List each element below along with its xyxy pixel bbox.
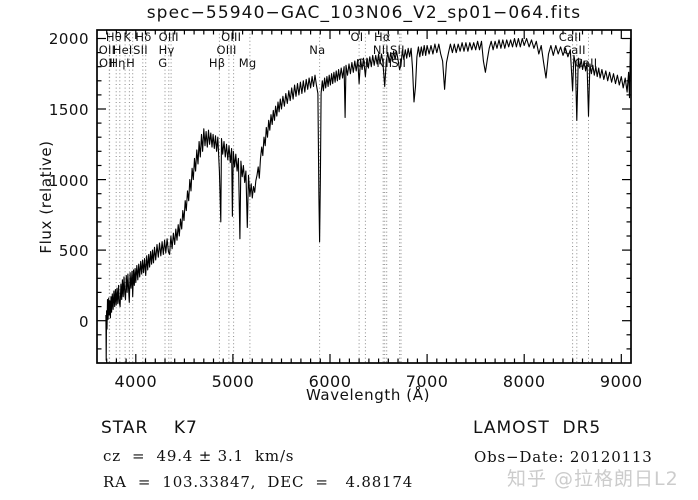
x-tick-label: 5000 bbox=[211, 372, 255, 391]
y-tick-label: 0 bbox=[78, 312, 89, 331]
spectral-line-label: HeI bbox=[112, 43, 133, 57]
axis-box bbox=[96, 29, 632, 364]
spectral-line-label: Hα bbox=[374, 30, 391, 44]
spectral-line-label: Hδ bbox=[135, 30, 152, 44]
spectral-line-label: G bbox=[158, 56, 168, 70]
spectral-line-label: CaII bbox=[563, 43, 586, 57]
y-tick-label: 1000 bbox=[48, 171, 89, 190]
plot-title: spec−55940−GAC_103N06_V2_sp01−064.fits bbox=[146, 3, 582, 23]
spectral-line-label: Na bbox=[309, 43, 326, 57]
spectral-line-label: Mg bbox=[238, 56, 257, 70]
spectral-line-label: OII bbox=[99, 56, 116, 70]
x-tick-label: 9000 bbox=[599, 372, 643, 391]
x-tick-label: 4000 bbox=[114, 372, 158, 391]
spectral-line-label: SII bbox=[391, 56, 407, 70]
spectral-line-label: Hθ bbox=[105, 30, 122, 44]
obs-date-text: Obs−Date: 20120113 bbox=[474, 448, 653, 466]
spectral-line-label: SII bbox=[133, 43, 148, 57]
spectral-line-label: OI bbox=[350, 30, 364, 44]
spectral-line-label: OI bbox=[356, 56, 370, 70]
spectral-line-label: OIII bbox=[221, 30, 242, 44]
x-tick-label: 6000 bbox=[308, 372, 352, 391]
spectral-line-label: Hη bbox=[109, 56, 126, 70]
spectral-line-label: OIII bbox=[216, 43, 237, 57]
survey-release-text: LAMOST DR5 bbox=[473, 418, 602, 438]
spectral-line-label: Hγ bbox=[158, 43, 175, 57]
spectral-line-label: OII bbox=[98, 43, 116, 57]
spectrum-path bbox=[105, 37, 632, 361]
x-tick-label: 8000 bbox=[502, 372, 546, 391]
spectral-line-label: SII bbox=[389, 43, 405, 57]
y-tick-label: 1500 bbox=[48, 101, 89, 120]
radial-velocity-text: cz = 49.4 ± 3.1 km/s bbox=[103, 447, 295, 465]
spectral-line-label: Hβ bbox=[208, 56, 226, 70]
coordinates-text: RA = 103.33847, DEC = 4.88174 bbox=[103, 473, 414, 491]
spectral-line-label: K bbox=[123, 30, 132, 44]
spectral-line-label: NII bbox=[372, 43, 389, 57]
spectral-line-label: H bbox=[126, 56, 135, 70]
x-tick-label: 7000 bbox=[405, 372, 449, 391]
object-class-text: STAR K7 bbox=[101, 418, 198, 438]
spectral-line-label: NII bbox=[376, 56, 393, 70]
spectral-line-label: CaII bbox=[558, 30, 582, 44]
spectral-line-label: CaII bbox=[574, 56, 598, 70]
x-axis-label: Wavelength (Å) bbox=[305, 386, 431, 404]
y-tick-label: 2000 bbox=[48, 30, 89, 49]
y-tick-label: 500 bbox=[58, 242, 89, 261]
watermark-text: 知乎 @拉格朗日L2 bbox=[507, 468, 679, 490]
spectral-line-label: OIII bbox=[158, 30, 179, 44]
